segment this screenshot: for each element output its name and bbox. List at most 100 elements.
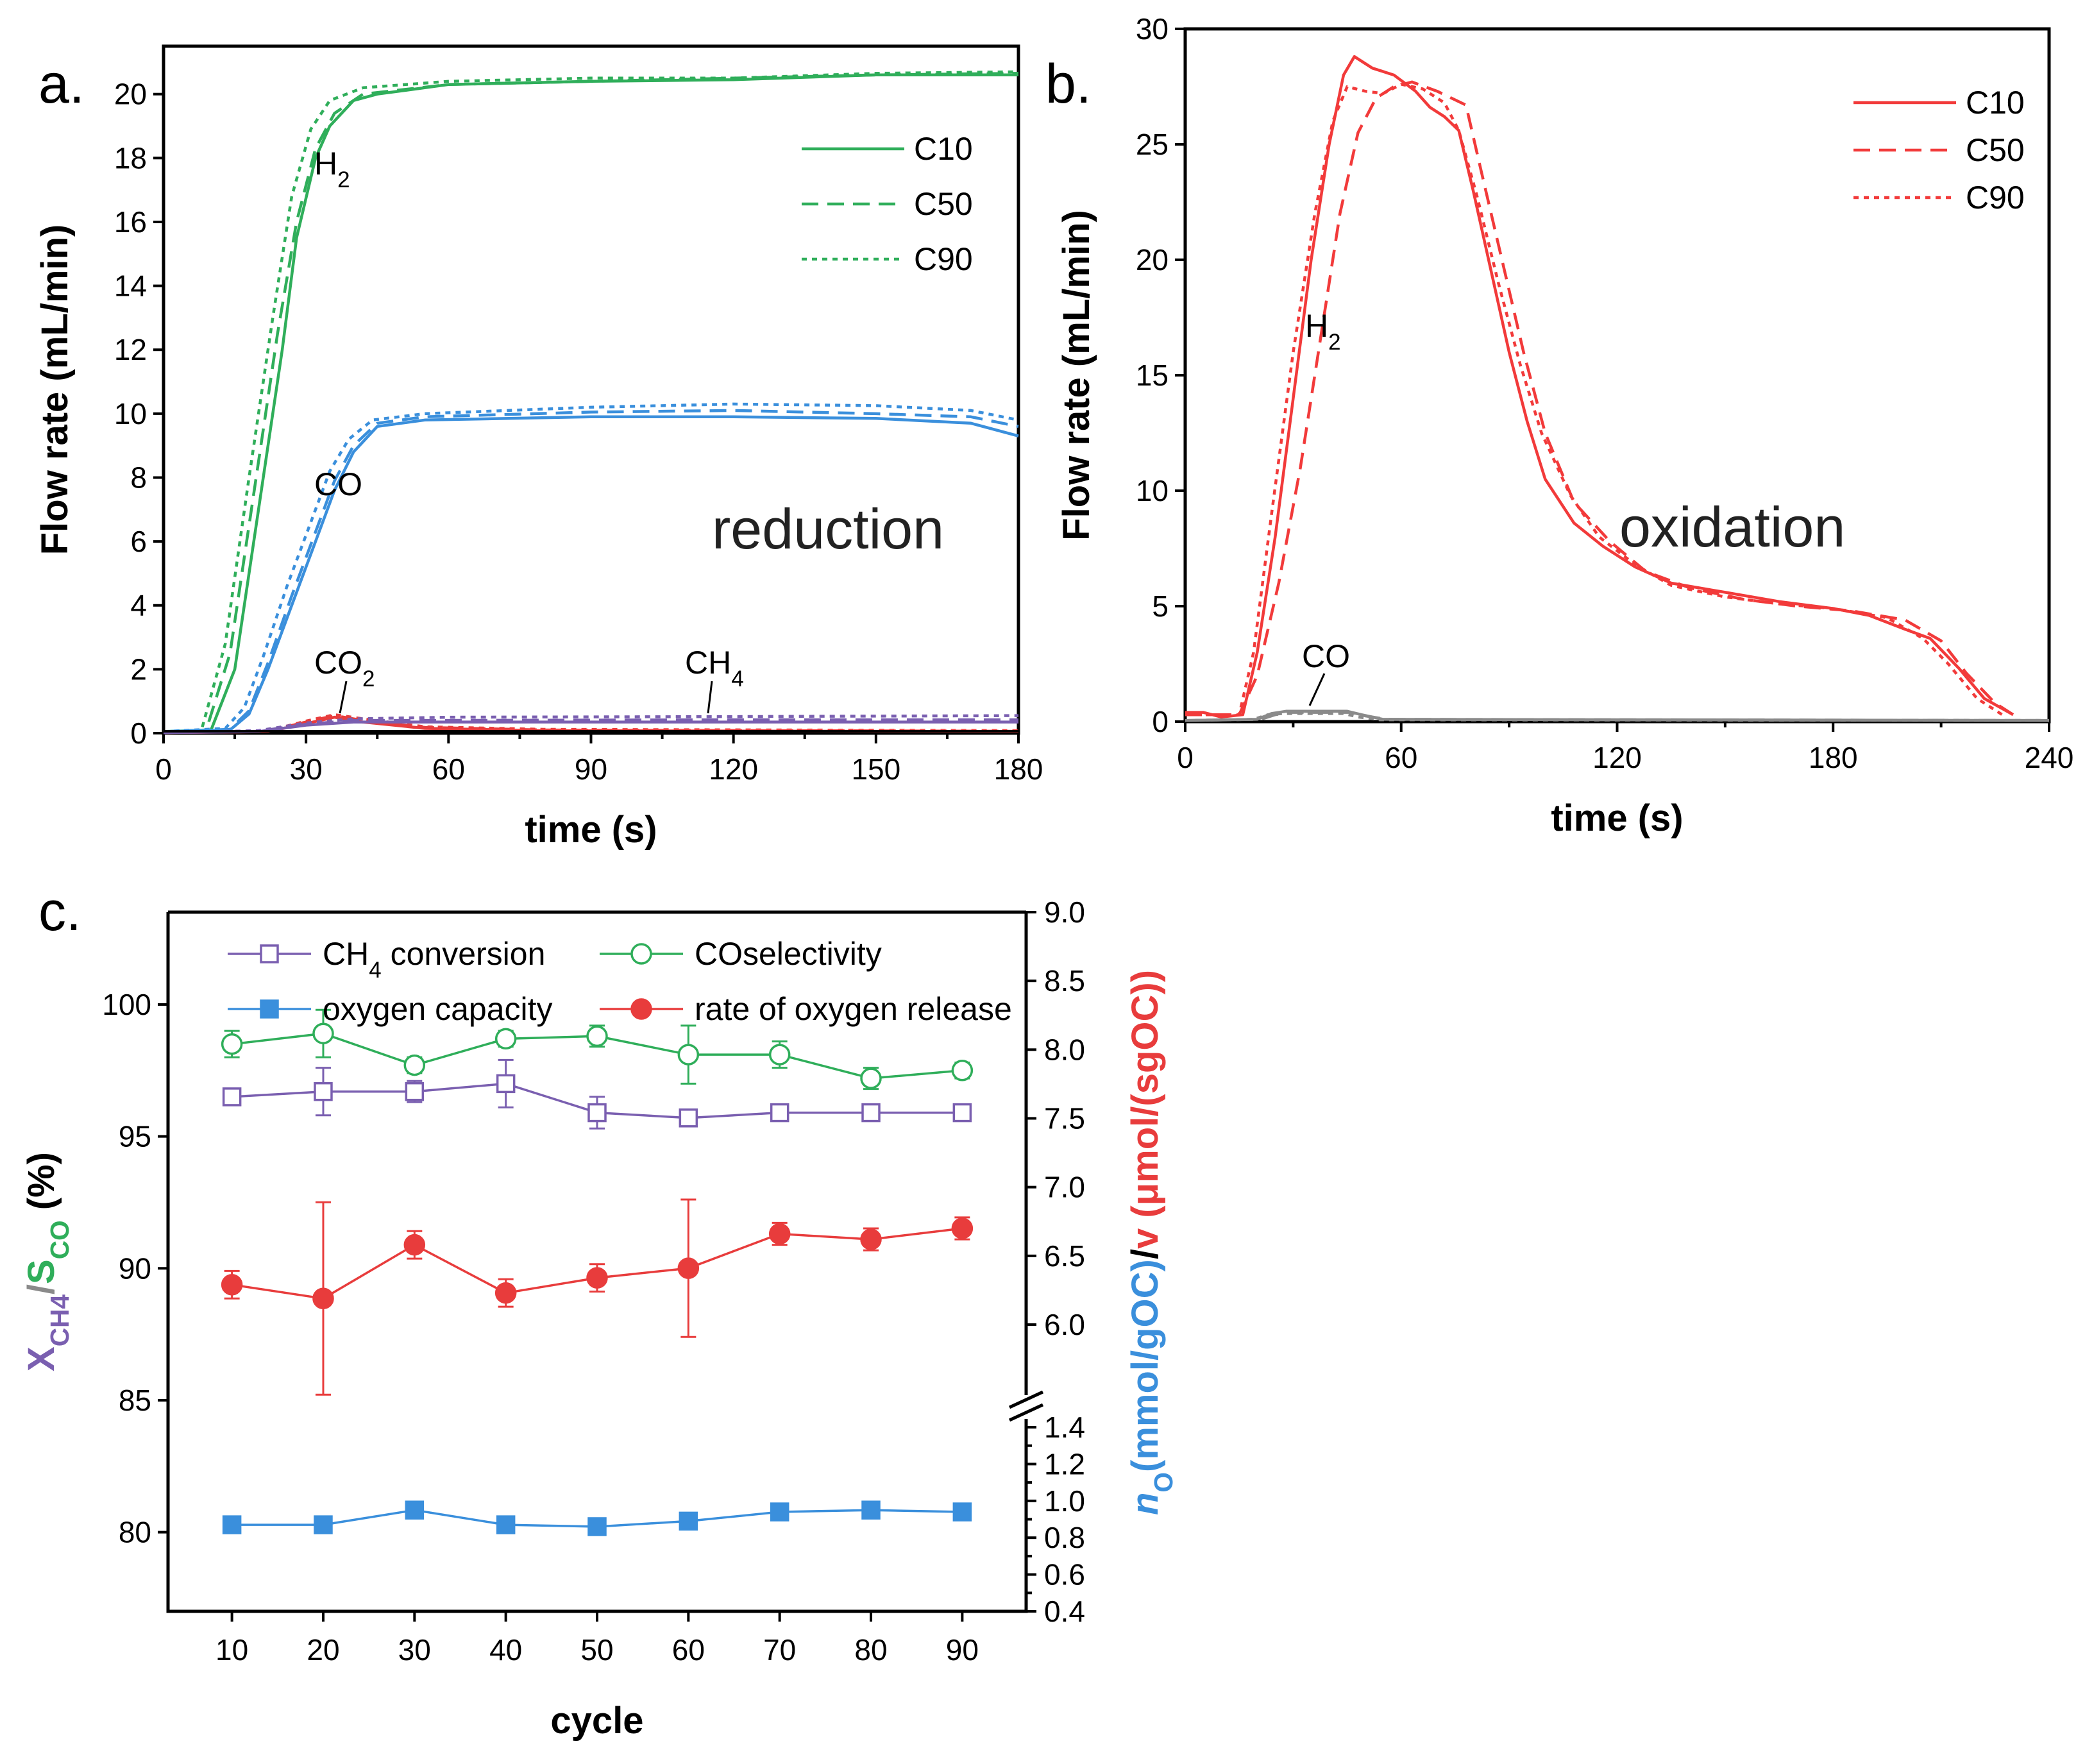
x-tick-label: 120 [709,752,758,786]
co-annotation: CO [1302,638,1350,674]
y-tick-label: 10 [1136,474,1169,507]
oxygen-capacity-point [770,1502,789,1522]
h2-annotation: H2 [314,146,350,192]
y-tick-label: 12 [114,333,147,366]
y-right-tick-label: 6.5 [1044,1239,1085,1273]
y-tick-label: 8 [130,461,147,494]
y-tick-label: 15 [1136,359,1169,392]
ch4-conversion-point [405,1081,425,1101]
y-left-tick-label: 90 [119,1251,151,1285]
rate-of-oxygen-release-point [403,1234,426,1256]
x-tick-label: 30 [290,752,323,786]
y-tick-label: 6 [130,525,147,558]
coselectivity-point [494,1028,517,1050]
y-tick-label: 14 [114,269,147,303]
coselectivity-point [586,1025,608,1047]
y-tick-label: 2 [130,652,147,686]
oxygen-capacity-point [405,1500,425,1520]
co-c50-line [163,409,1019,733]
rate-of-oxygen-release-point [494,1282,517,1304]
rate-of-oxygen-release-point [951,1217,974,1239]
legend-label-c50: C50 [914,186,973,222]
h2-c90-line [163,70,1019,733]
y-right-tick-label: 0.8 [1044,1521,1085,1554]
y-right-tick-label: 8.5 [1044,964,1085,997]
panel-c-cycle-stability-chart: 10 20 30 40 50 60 70 80 90 80 85 90 95 100 6.0 6.5 7.0 7.… [21,881,1178,1742]
coselectivity-point [403,1054,426,1076]
y-right-axis-title: nO(mmol/gOC)/v (μmol/(sgOC)) [1124,970,1178,1515]
y-tick-label: 25 [1136,128,1169,161]
legend-marker-oxygen-capacity [260,999,279,1019]
oxygen-capacity-point [222,1515,242,1534]
ch4-conversion-point [587,1103,607,1123]
x-tick-label: 90 [946,1633,979,1666]
co-annotation: CO [314,466,362,502]
legend-label-ch4-conversion: CH4 conversion [323,936,545,983]
rate-of-oxygen-release-point [221,1274,243,1296]
y-tick-label: 18 [114,141,147,174]
panel-label: a. [38,53,85,115]
coselectivity-point [860,1067,882,1089]
coselectivity-point [677,1044,700,1065]
y-right-tick-label: 1.2 [1044,1447,1085,1480]
y-right-tick-label: 1.4 [1044,1411,1085,1444]
h2-c50-line [163,72,1019,733]
x-tick-label: 20 [307,1633,339,1666]
coselectivity-point [221,1033,243,1055]
ch4-conversion-point [770,1103,789,1123]
oxygen-capacity-point [952,1502,972,1522]
x-tick-label: 240 [2025,741,2074,774]
oxygen-capacity-point [679,1511,698,1531]
y-axis-title: Flow rate (mL/min) [1056,210,1097,541]
x-tick-label: 0 [1177,741,1194,774]
ch4-conversion-point [952,1103,972,1123]
x-tick-label: 120 [1592,741,1642,774]
y-tick-label: 4 [130,589,147,622]
legend-label-c10: C10 [1966,85,2025,121]
co2-arrow [339,681,348,714]
y-tick-label: 16 [114,205,147,239]
legend-marker-rate-of-oxygen-release [630,998,652,1020]
x-tick-label: 0 [155,752,172,786]
y-right-tick-label: 7.5 [1044,1102,1085,1135]
panel-label: b. [1045,53,1092,115]
legend-marker-coselectivity [630,943,652,965]
x-tick-label: 180 [1809,741,1858,774]
legend-label-c50: C50 [1966,132,2025,168]
h2-c50-line [1185,80,2014,717]
legend-label-c90: C90 [1966,180,2025,216]
x-axis-title: time (s) [525,809,657,851]
oxygen-capacity-point [587,1517,607,1536]
x-tick-label: 30 [398,1633,431,1666]
x-axis-title: cycle [550,1700,643,1742]
y-right-tick-label: 6.0 [1044,1308,1085,1341]
ch4-conversion-point [496,1074,516,1094]
y-axis-title: Flow rate (mL/min) [34,225,76,555]
rate-of-oxygen-release-point [768,1223,791,1245]
coselectivity-point [951,1060,974,1081]
y-left-tick-label: 95 [119,1120,151,1153]
y-tick-label: 0 [130,717,147,750]
y-left-axis-title: XCH4/SCO (%) [21,1152,74,1371]
y-right-tick-label: 0.6 [1044,1558,1085,1591]
ch4-annotation: CH4 [685,645,744,691]
x-axis-title: time (s) [1551,797,1683,839]
legend-label-rate-of-oxygen-release: rate of oxygen release [695,991,1012,1027]
y-right-tick-label: 1.0 [1044,1484,1085,1518]
h2-c10-line [1185,55,2014,719]
axis-break-mark [1008,1403,1044,1422]
y-right-tick-label: 9.0 [1044,895,1085,929]
x-tick-label: 180 [994,752,1043,786]
y-tick-label: 20 [1136,243,1169,276]
x-tick-label: 40 [489,1633,522,1666]
axis-break-mark [1008,1390,1044,1409]
legend-label-oxygen-capacity: oxygen capacity [323,991,553,1027]
legend-label-c10: C10 [914,131,973,167]
x-tick-label: 60 [432,752,465,786]
rate-of-oxygen-release-point [312,1287,334,1310]
y-left-tick-label: 100 [102,988,151,1021]
co-c90-line [163,402,1019,733]
panel-label: c. [38,881,81,942]
panel-a-reduction-chart: 0 30 60 90 120 150 180 0 2 4 6 8 10 12 14 16 18 20 time (s… [34,44,1043,851]
